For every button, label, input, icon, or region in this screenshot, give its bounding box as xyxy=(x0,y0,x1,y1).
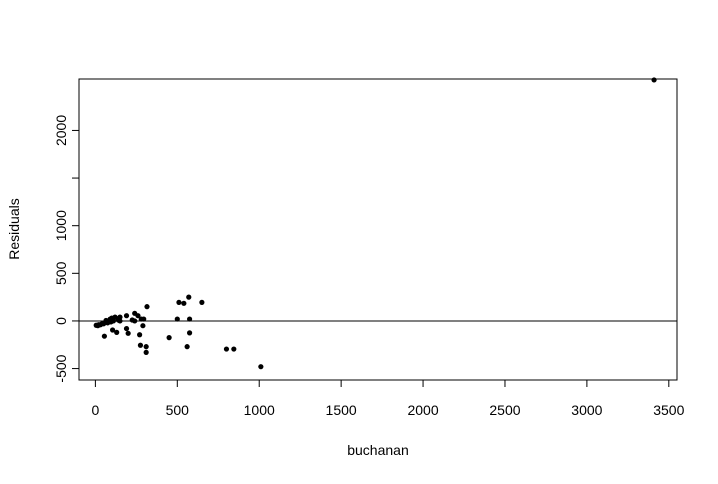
data-point xyxy=(108,319,114,325)
data-point xyxy=(144,304,150,310)
plot-frame xyxy=(78,78,678,381)
x-tick-label: 0 xyxy=(91,402,99,418)
data-point xyxy=(176,299,182,305)
data-point xyxy=(186,330,193,336)
data-points xyxy=(93,77,657,370)
data-point xyxy=(129,317,135,323)
y-tick-label: 500 xyxy=(53,261,69,285)
y-tick-label: -500 xyxy=(53,354,69,382)
data-point xyxy=(114,329,120,335)
data-point xyxy=(186,294,192,300)
x-tick-label: 2500 xyxy=(489,402,520,418)
data-point xyxy=(143,344,149,350)
data-point xyxy=(186,316,193,322)
data-point xyxy=(258,364,264,370)
y-axis-label: Residuals xyxy=(6,198,22,259)
x-tick-label: 2000 xyxy=(407,402,438,418)
data-point xyxy=(184,344,190,350)
x-tick-label: 1500 xyxy=(326,402,357,418)
data-point xyxy=(123,325,130,332)
x-tick-label: 1000 xyxy=(244,402,275,418)
data-point xyxy=(181,300,187,306)
y-tick-label: 1000 xyxy=(53,210,69,241)
data-point xyxy=(143,349,149,355)
x-tick-label: 3000 xyxy=(571,402,602,418)
data-point xyxy=(199,299,205,305)
data-point xyxy=(166,335,172,341)
data-point xyxy=(109,327,116,333)
y-tick-label: 0 xyxy=(53,317,69,325)
data-point xyxy=(137,342,144,348)
x-tick-label: 500 xyxy=(166,402,190,418)
data-point xyxy=(140,323,146,329)
x-axis-label: buchanan xyxy=(347,442,409,458)
y-tick-label: 2000 xyxy=(53,115,69,146)
data-point xyxy=(231,346,237,352)
data-point xyxy=(223,346,230,352)
data-point xyxy=(651,77,657,83)
data-point xyxy=(132,310,138,316)
data-point xyxy=(141,316,147,322)
y-axis: -500 0 500 1000 2000 xyxy=(53,115,80,383)
x-tick-label: 3500 xyxy=(653,402,684,418)
data-point xyxy=(174,316,180,322)
data-point xyxy=(123,313,130,319)
data-point xyxy=(137,332,143,338)
data-point xyxy=(125,330,131,336)
data-point xyxy=(103,317,109,324)
data-point xyxy=(115,317,121,323)
data-point xyxy=(101,333,107,339)
x-axis: 0 500 1000 1500 2000 2500 3000 3500 xyxy=(91,379,685,418)
data-point xyxy=(93,322,99,328)
